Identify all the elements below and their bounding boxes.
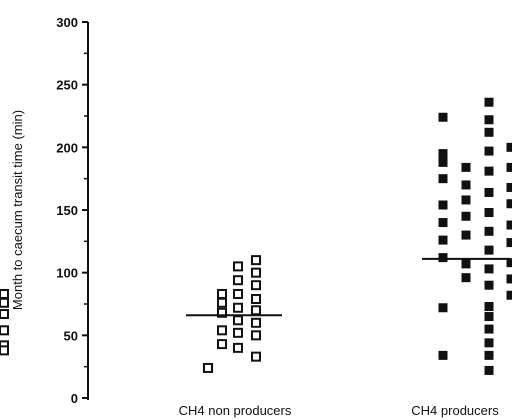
y-tick-label: 200 <box>56 140 78 155</box>
non-producer-point <box>217 325 227 336</box>
non-producer-point <box>233 342 243 353</box>
producer-point <box>506 162 512 172</box>
non-producer-point <box>0 325 9 336</box>
producer-point <box>484 166 494 176</box>
producer-point <box>506 274 512 284</box>
producer-point <box>484 226 494 236</box>
producer-point <box>484 97 494 107</box>
y-tick-label: 0 <box>71 391 78 406</box>
non-producer-point <box>233 275 243 286</box>
non-producer-point <box>251 317 261 328</box>
non-producer-point <box>233 288 243 299</box>
producer-point <box>438 303 448 313</box>
non-producer-point <box>251 351 261 362</box>
producer-point <box>484 350 494 360</box>
y-tick-label: 100 <box>56 266 78 281</box>
non-producer-point <box>233 261 243 272</box>
non-producer-point <box>233 302 243 313</box>
producer-point <box>438 200 448 210</box>
producer-point <box>438 253 448 263</box>
producer-point <box>506 258 512 268</box>
non-producer-point <box>251 305 261 316</box>
producer-point <box>438 174 448 184</box>
non-producer-point <box>217 297 227 308</box>
producer-point <box>461 211 471 221</box>
non-producer-point <box>217 288 227 299</box>
non-producer-point <box>251 255 261 266</box>
y-tick-label: 250 <box>56 78 78 93</box>
y-tick-label: 300 <box>56 15 78 30</box>
non-producer-point <box>233 315 243 326</box>
producer-point <box>461 230 471 240</box>
producer-point <box>506 290 512 300</box>
non-producer-point <box>251 267 261 278</box>
producer-point <box>484 338 494 348</box>
producer-point <box>506 182 512 192</box>
producer-point <box>484 146 494 156</box>
non-producer-point <box>251 280 261 291</box>
category-labels: CH4 non producers CH4 producers <box>179 403 500 418</box>
producer-point <box>461 180 471 190</box>
non-producer-point <box>251 330 261 341</box>
producer-point <box>484 365 494 375</box>
producer-point <box>461 273 471 283</box>
producer-point <box>461 195 471 205</box>
non-producer-point <box>233 327 243 338</box>
producer-point <box>484 187 494 197</box>
category-label: CH4 non producers <box>179 403 292 418</box>
producer-point <box>438 235 448 245</box>
producer-point <box>506 238 512 248</box>
producer-point <box>438 350 448 360</box>
producer-point <box>484 280 494 290</box>
category-label: CH4 producers <box>411 403 499 418</box>
producer-point <box>506 220 512 230</box>
y-axis-title: Month to caecum transit time (min) <box>10 110 25 310</box>
producer-point <box>438 157 448 167</box>
non-producer-point <box>217 307 227 318</box>
producer-point <box>484 324 494 334</box>
y-tick-label: 50 <box>64 328 78 343</box>
producer-point <box>484 302 494 312</box>
non-producer-point <box>0 297 9 308</box>
producer-point <box>438 112 448 122</box>
non-producer-point <box>0 309 9 320</box>
non-producer-point <box>0 345 9 356</box>
producer-point <box>461 162 471 172</box>
producer-point <box>506 142 512 152</box>
producer-point <box>461 259 471 269</box>
producer-point <box>506 199 512 209</box>
median-lines <box>186 257 510 317</box>
producer-point <box>438 218 448 228</box>
non-producer-point <box>251 293 261 304</box>
producer-point <box>484 115 494 125</box>
non-producer-point <box>217 339 227 350</box>
data-points <box>0 97 512 375</box>
producer-point <box>438 149 448 159</box>
producer-point <box>484 312 494 322</box>
producer-point <box>484 127 494 137</box>
non-producer-point <box>0 288 9 299</box>
producer-point <box>484 245 494 255</box>
y-axis: 0 50 100 150 200 250 300 <box>56 15 89 406</box>
y-tick-label: 150 <box>56 203 78 218</box>
producer-point <box>484 264 494 274</box>
producer-point <box>484 208 494 218</box>
non-producer-point <box>203 362 213 373</box>
